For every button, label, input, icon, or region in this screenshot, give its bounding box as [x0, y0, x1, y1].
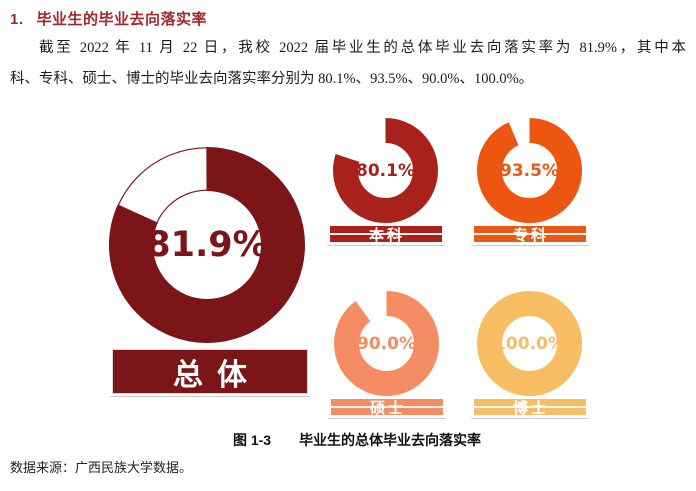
- section-number: 1.: [10, 11, 24, 28]
- donut-associate-svg: [477, 118, 582, 223]
- category-label-text: 专科: [512, 226, 549, 244]
- donut-doctor-svg: [477, 291, 582, 396]
- percent-label-doctor: 100.0%: [494, 333, 565, 354]
- percent-label-overall: 81.9%: [146, 225, 268, 265]
- label-bar-white-line: [473, 406, 586, 408]
- figure-number: 图 1-3: [232, 432, 272, 448]
- label-bar-white-line: [329, 233, 442, 235]
- donut-chart-undergraduate: 80.1% 本科: [326, 118, 445, 246]
- category-label-associate: 专科: [470, 226, 589, 246]
- body-paragraph: 截至 2022 年 11 月 22 日，我校 2022 届毕业生的总体毕业去向落…: [10, 33, 686, 95]
- donut-undergraduate-ring: 80.1%: [333, 118, 438, 223]
- donut-fill-arc: [334, 291, 439, 396]
- donut-chart-doctor: 100.0% 博士: [470, 291, 589, 419]
- donut-chart-master: 90.0% 硕士: [327, 291, 446, 419]
- category-label-master: 硕士: [327, 399, 446, 419]
- category-label-doctor: 博士: [470, 399, 589, 419]
- data-source-note: 数据来源：广西民族大学数据。: [10, 460, 193, 475]
- category-label-text: 本科: [368, 226, 405, 244]
- donut-fill-arc: [477, 291, 582, 396]
- category-label-undergraduate: 本科: [326, 226, 445, 246]
- donut-associate-ring: 93.5%: [477, 118, 582, 223]
- section-title: 毕业生的毕业去向落实率: [36, 11, 208, 28]
- donut-overall-ring: 81.9%: [109, 147, 305, 343]
- section-heading: 1. 毕业生的毕业去向落实率: [10, 8, 207, 29]
- label-bar-white-line: [473, 233, 586, 235]
- paragraph-line-1: 截至 2022 年 11 月 22 日，我校 2022 届毕业生的总体毕业去向落…: [39, 40, 686, 56]
- donut-fill-arc: [333, 118, 438, 223]
- donut-chart-overall: 81.9% 总体: [109, 147, 310, 397]
- figure-title: 毕业生的总体毕业去向落实率: [299, 432, 482, 448]
- figure-caption: 图 1-3 毕业生的总体毕业去向落实率: [0, 430, 696, 450]
- donut-master-ring: 90.0%: [334, 291, 439, 396]
- percent-label-master: 90.0%: [357, 333, 416, 354]
- donut-overall-svg: [109, 147, 305, 343]
- paragraph-line-2: 科、专科、硕士、博士的毕业去向落实率分别为 80.1%、93.5%、90.0%、…: [10, 71, 534, 87]
- donut-doctor-ring: 100.0%: [477, 291, 582, 396]
- category-label-overall: 总体: [110, 349, 310, 397]
- donut-master-svg: [334, 291, 439, 396]
- percent-label-undergraduate: 80.1%: [356, 160, 415, 181]
- donut-fill-arc: [109, 147, 305, 343]
- category-label-text: 硕士: [369, 399, 406, 417]
- donut-fill-arc: [477, 118, 582, 223]
- percent-label-associate: 93.5%: [500, 160, 559, 181]
- category-label-text: 总体: [173, 358, 261, 392]
- donut-undergraduate-svg: [333, 118, 438, 223]
- label-bar-white-line: [330, 406, 443, 408]
- category-label-text: 博士: [512, 399, 549, 417]
- donut-chart-associate: 93.5% 专科: [470, 118, 589, 246]
